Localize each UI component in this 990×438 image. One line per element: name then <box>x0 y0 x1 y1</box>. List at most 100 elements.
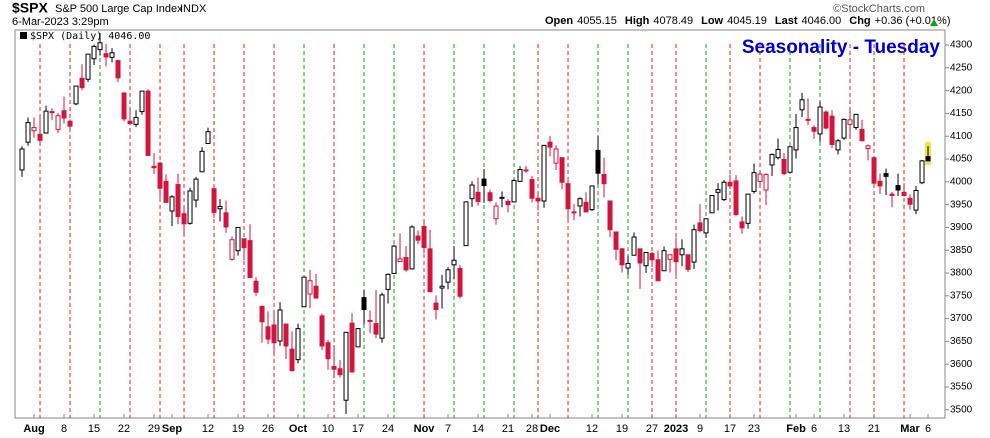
candle-body <box>409 226 415 270</box>
x-tick-label: 10 <box>322 423 334 435</box>
candle-body <box>283 323 289 347</box>
candle-body <box>847 119 853 125</box>
x-tick-label: 19 <box>232 423 244 435</box>
candle-body <box>757 173 763 182</box>
x-tick-label: 17 <box>352 423 364 435</box>
candle-body <box>451 259 457 266</box>
candle-body <box>721 181 727 201</box>
candle-body <box>379 294 385 339</box>
quote: Open 4055.15 High 4078.49 Low 4045.19 Last 4046… <box>545 15 951 27</box>
quote-value: +0.36 (+0.01%) <box>875 15 951 27</box>
x-tick-label: 6 <box>925 423 931 435</box>
candle-body <box>745 193 751 224</box>
x-tick-label: 7 <box>445 423 451 435</box>
candle-body <box>835 140 841 151</box>
y-tick-label: 3600 <box>950 359 973 370</box>
candle-body <box>391 245 397 274</box>
candle-body <box>217 205 223 210</box>
candle-body <box>181 213 187 225</box>
candle-body <box>331 365 337 370</box>
x-tick-label: Dec <box>540 423 560 435</box>
candle-body <box>901 191 907 197</box>
candle-body <box>709 195 715 214</box>
x-tick-label: 21 <box>868 423 880 435</box>
candle-body <box>235 226 241 252</box>
candle-body <box>865 145 871 150</box>
candle-body <box>121 92 127 120</box>
y-tick-label: 4200 <box>950 85 973 96</box>
x-tick-label: 28 <box>526 423 538 435</box>
x-tick-label: Sep <box>162 423 182 435</box>
x-tick-label: 19 <box>616 423 628 435</box>
candle-body <box>193 178 199 201</box>
candle-body <box>397 258 403 263</box>
x-tick-label: 26 <box>262 423 274 435</box>
x-tick-label: 2023 <box>664 423 688 435</box>
x-tick-label: Feb <box>786 423 806 435</box>
candle-body <box>25 122 31 143</box>
candle-body <box>889 193 895 197</box>
candle-body <box>169 196 175 212</box>
candle-body <box>211 188 217 213</box>
y-tick-label: 4050 <box>950 154 973 165</box>
candle-body <box>73 85 79 105</box>
candle-body <box>619 248 625 266</box>
x-tick-label: 12 <box>202 423 214 435</box>
candle-body <box>487 192 493 202</box>
candle-body <box>553 148 559 164</box>
candle-body <box>157 162 163 189</box>
candle-body <box>703 218 709 234</box>
candle-body <box>907 197 913 205</box>
candle-body <box>895 184 901 191</box>
candle-body <box>607 200 613 231</box>
candle-body <box>751 172 757 192</box>
candle-body <box>103 53 109 58</box>
candle-body <box>301 276 307 308</box>
y-tick-label: 3900 <box>950 222 973 233</box>
candle-body <box>643 251 649 267</box>
candle-body <box>685 254 691 270</box>
y-tick-label: 3750 <box>950 290 973 301</box>
y-tick-label: 4100 <box>950 131 973 142</box>
candle-body <box>883 173 889 177</box>
candle-body <box>355 328 361 348</box>
candle-body <box>649 252 655 261</box>
candle-body <box>457 267 463 297</box>
candle-body <box>463 201 469 247</box>
y-tick-label: 3500 <box>950 404 973 415</box>
x-tick-label: Mar <box>900 423 920 435</box>
x-tick-label: Aug <box>23 423 44 435</box>
exchange: INDX <box>180 3 207 15</box>
candle-body <box>19 148 25 171</box>
candle-body <box>97 42 103 51</box>
candle-body <box>37 133 43 141</box>
candle-body <box>637 248 643 264</box>
y-tick-label: 4250 <box>950 62 973 73</box>
candle-body <box>877 180 883 187</box>
y-tick-label: 4300 <box>950 40 973 51</box>
candle-body <box>145 90 151 156</box>
candle-body <box>343 331 349 401</box>
x-tick-label: 29 <box>148 423 160 435</box>
candle-body <box>871 157 877 184</box>
candle-body <box>535 197 541 202</box>
candle-body <box>175 184 181 217</box>
candle-body <box>469 184 475 200</box>
x-tick-label: Oct <box>289 423 308 435</box>
candle-body <box>133 117 139 125</box>
candle-body <box>775 148 781 159</box>
candle-body <box>529 179 535 199</box>
plot: 3500 3550 3600 3650 3700 3750 3800 3850 3900 3950… <box>19 33 973 435</box>
candle-body <box>199 150 205 173</box>
candle-body <box>403 257 409 271</box>
x-tick-label: 15 <box>88 423 100 435</box>
quote-label: Open <box>545 15 573 27</box>
candle-body <box>271 324 277 344</box>
candle-body <box>919 160 925 184</box>
candle-body <box>787 146 793 173</box>
chart-title: Seasonality - Tuesday <box>742 37 941 58</box>
candle-body <box>829 115 835 145</box>
candle-body <box>289 348 295 372</box>
candle-body <box>79 77 85 88</box>
up-arrow <box>930 19 938 26</box>
